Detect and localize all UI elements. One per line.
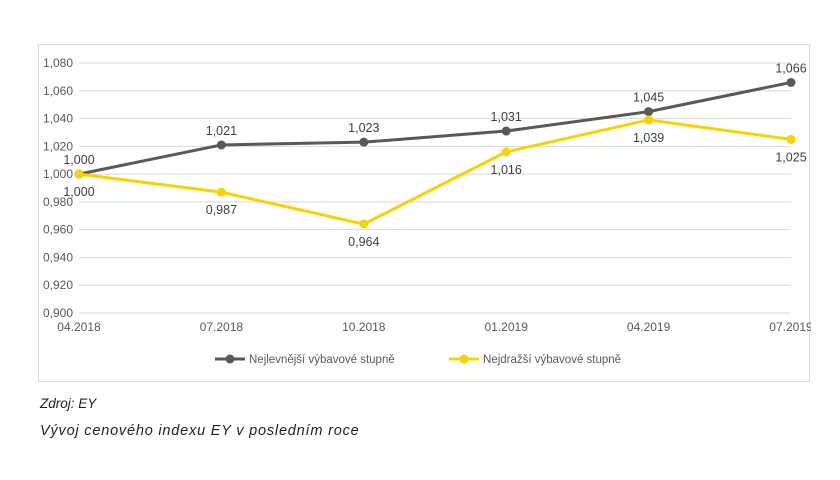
x-tick-label: 01.2019 <box>485 320 529 334</box>
grid-lines <box>79 62 791 314</box>
chart-caption: Vývoj cenového indexu EY v posledním roc… <box>40 423 360 439</box>
y-tick-label: 1,080 <box>43 56 73 70</box>
y-tick-label: 0,920 <box>43 278 73 292</box>
data-label: 1,045 <box>633 91 664 105</box>
data-point <box>74 169 84 179</box>
data-label: 1,066 <box>775 61 806 75</box>
data-label: 1,039 <box>633 131 664 145</box>
data-label: 1,016 <box>491 163 522 177</box>
x-tick-label: 10.2018 <box>342 320 386 334</box>
series-line <box>77 118 793 226</box>
data-labels: 1,000 1,021 1,023 1,031 1,045 1,066 1,000 0,987… <box>63 61 806 249</box>
data-label: 1,000 <box>63 185 94 199</box>
y-tick-label: 1,020 <box>43 139 73 153</box>
data-point <box>644 115 654 125</box>
data-point <box>359 137 369 147</box>
x-tick-label: 07.2018 <box>200 320 244 334</box>
legend-marker <box>225 354 235 364</box>
data-point <box>644 107 654 117</box>
data-label: 1,023 <box>348 121 379 135</box>
data-label: 1,000 <box>63 153 94 167</box>
legend-marker <box>459 354 469 364</box>
y-tick-label: 0,900 <box>43 306 73 320</box>
y-axis-ticks: 0,900 0,920 0,940 0,960 0,980 1,000 1,020 1,040… <box>43 56 73 320</box>
data-label: 0,964 <box>348 235 379 249</box>
data-point <box>786 134 796 144</box>
legend-label: Nejlevnější výbavové stupně <box>249 354 395 366</box>
y-tick-label: 1,000 <box>43 167 73 181</box>
data-label: 1,031 <box>491 110 522 124</box>
data-point <box>359 219 369 229</box>
data-point <box>501 147 511 157</box>
series-layer <box>74 77 796 229</box>
chart-frame: 0,900 0,920 0,940 0,960 0,980 1,000 1,020 1,040… <box>38 44 811 382</box>
data-point <box>216 140 226 150</box>
series-line <box>77 80 793 176</box>
data-point <box>216 187 226 197</box>
legend-label: Nejdražší výbavové stupně <box>483 354 621 366</box>
y-tick-label: 1,040 <box>43 112 73 126</box>
data-label: 1,025 <box>775 150 806 164</box>
x-tick-label: 07.2019 <box>769 320 811 334</box>
y-tick-label: 0,980 <box>43 195 73 209</box>
y-tick-label: 0,960 <box>43 223 73 237</box>
data-label: 0,987 <box>206 203 237 217</box>
data-label: 1,021 <box>206 124 237 138</box>
x-tick-label: 04.2019 <box>627 320 671 334</box>
source-note: Zdroj: EY <box>40 396 97 411</box>
data-point <box>786 77 796 87</box>
x-tick-label: 04.2018 <box>57 320 101 334</box>
x-axis-ticks: 04.2018 07.2018 10.2018 01.2019 04.2019 07.20… <box>57 320 811 334</box>
y-tick-label: 1,060 <box>43 84 73 98</box>
y-tick-label: 0,940 <box>43 250 73 264</box>
legend: Nejlevnější výbavové stupně Nejdražší výb… <box>215 354 621 366</box>
line-chart: 0,9000,9200,9400,9600,9801,0001,0201,040… <box>43 56 811 366</box>
data-point <box>501 126 511 136</box>
